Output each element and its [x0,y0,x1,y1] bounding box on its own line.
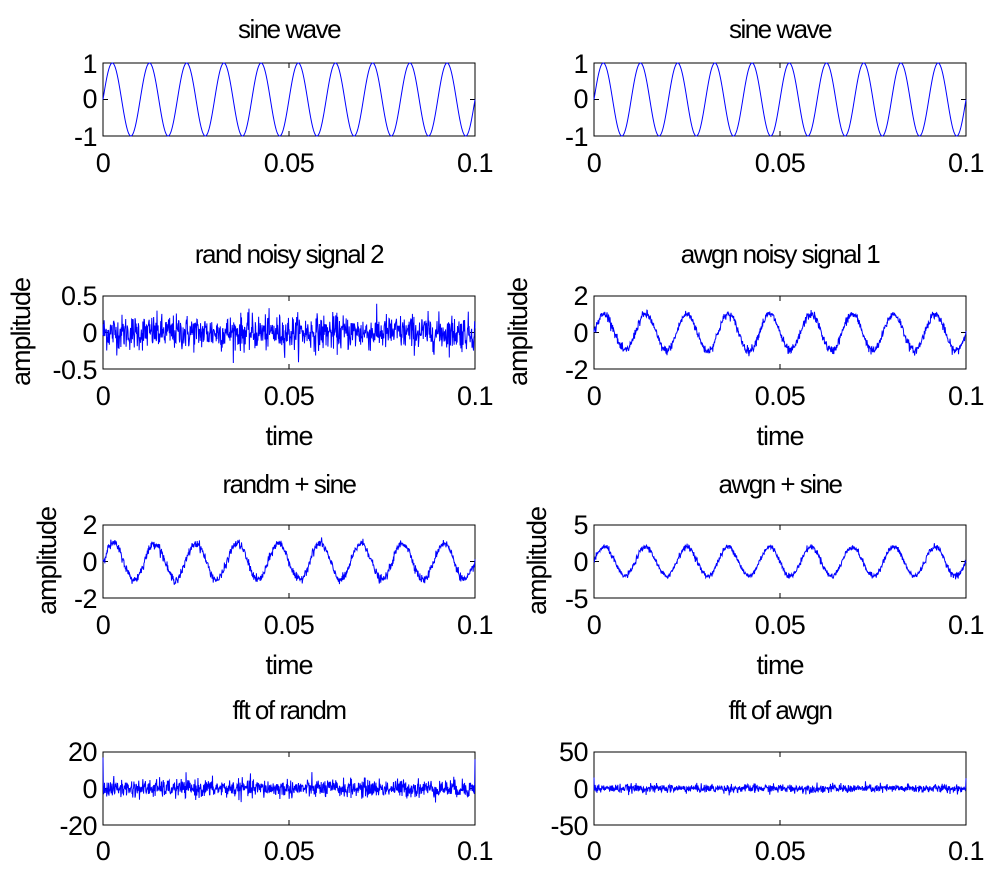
y-tick-label: 0 [573,774,588,804]
x-tick-label: 0.1 [457,381,493,411]
y-tick-label: 5 [573,510,588,540]
plot-title: sine wave [729,14,832,44]
y-axis-label: amplitude [32,507,62,615]
y-tick-label: -2 [565,355,588,385]
x-tick-label: 0 [587,610,602,640]
x-tick-label: 0.05 [264,836,315,866]
plot-title: sine wave [238,14,341,44]
y-tick-label: 1 [82,49,97,79]
x-tick-label: 0.1 [457,610,493,640]
x-axis-label: time [756,650,803,680]
y-tick-label: 1 [573,49,588,79]
plot-title: awgn + sine [719,469,843,499]
x-tick-label: 0 [587,381,602,411]
y-tick-label: 0 [573,318,588,348]
y-tick-label: 2 [82,510,97,540]
plot-title: awgn noisy signal 1 [681,239,880,269]
x-tick-label: 0 [96,610,111,640]
y-tick-label: -1 [565,122,588,152]
x-tick-label: 0 [587,836,602,866]
x-tick-label: 0.05 [755,381,806,411]
plot-title: fft of randm [232,695,345,725]
x-tick-label: 0.1 [948,148,984,178]
tick-marks [593,295,967,370]
y-tick-label: -5 [565,584,588,614]
tick-marks [593,524,967,599]
x-tick-label: 0 [96,836,111,866]
tick-marks [102,62,476,137]
plot-title: randm + sine [222,469,356,499]
y-tick-label: -1 [74,122,97,152]
y-axis-label: amplitude [522,507,552,615]
x-tick-label: 0.05 [264,610,315,640]
y-tick-label: 0 [573,547,588,577]
subplot-fft-of-randm: fft of randm 20 0 -20 0 0.05 0.1 [59,695,493,866]
subplot-randm-plus-sine: randm + sine 2 0 -2 0 0.05 0.1 time ampl… [32,469,494,680]
y-tick-label: 0 [82,318,97,348]
x-axis-label: time [756,421,803,451]
tick-marks [593,62,967,137]
x-tick-label: 0.1 [948,610,984,640]
signal-line [593,309,967,357]
x-tick-label: 0.05 [264,381,315,411]
subplot-sine-wave-right: sine wave 1 0 -1 0 0.05 0.1 [565,14,985,178]
signal-line [102,303,476,363]
y-tick-label: 0 [573,84,588,114]
plot-title: rand noisy signal 2 [195,239,384,269]
x-tick-label: 0.05 [755,148,806,178]
y-tick-label: -2 [74,584,97,614]
subplot-awgn-plus-sine: awgn + sine 5 0 -5 0 0.05 0.1 time ampli… [522,469,985,680]
x-tick-label: 0.05 [264,148,315,178]
x-tick-label: 0.1 [948,836,984,866]
y-tick-label: -50 [550,811,588,841]
y-axis-label: amplitude [503,278,533,386]
signal-line [102,757,476,803]
x-tick-label: 0.05 [755,610,806,640]
y-tick-label: 0.5 [61,281,97,311]
y-tick-label: 50 [559,737,588,767]
plot-title: fft of awgn [729,695,832,725]
signal-line [593,777,967,796]
subplot-fft-of-awgn: fft of awgn 50 0 -50 0 0.05 0.1 [550,695,984,866]
subplot-sine-wave-left: sine wave 1 0 -1 0 0.05 0.1 [74,14,494,178]
y-tick-label: 2 [573,281,588,311]
x-tick-label: 0.05 [755,836,806,866]
y-tick-label: -0.5 [52,355,97,385]
y-tick-label: 0 [82,547,97,577]
x-axis-label: time [265,650,312,680]
signal-line [593,62,967,137]
x-tick-label: 0.1 [457,148,493,178]
y-tick-label: 20 [68,737,97,767]
tick-marks [102,524,476,599]
subplot-awgn-noisy-signal-1: awgn noisy signal 1 2 0 -2 0 0.05 0.1 ti… [503,239,985,451]
y-tick-label: 0 [82,774,97,804]
signal-line [102,62,476,137]
y-axis-label: amplitude [6,278,36,386]
x-tick-label: 0.1 [457,836,493,866]
subplot-rand-noisy-signal-2: rand noisy signal 2 0.5 0 -0.5 0 0.05 0.… [6,239,494,451]
x-tick-label: 0.1 [948,381,984,411]
signal-line [593,543,967,580]
x-tick-label: 0 [96,148,111,178]
x-tick-label: 0 [96,381,111,411]
tick-marks [102,751,476,826]
y-tick-label: 0 [82,84,97,114]
signal-line [102,537,476,585]
x-tick-label: 0 [587,148,602,178]
x-axis-label: time [265,421,312,451]
y-tick-label: -20 [59,811,97,841]
